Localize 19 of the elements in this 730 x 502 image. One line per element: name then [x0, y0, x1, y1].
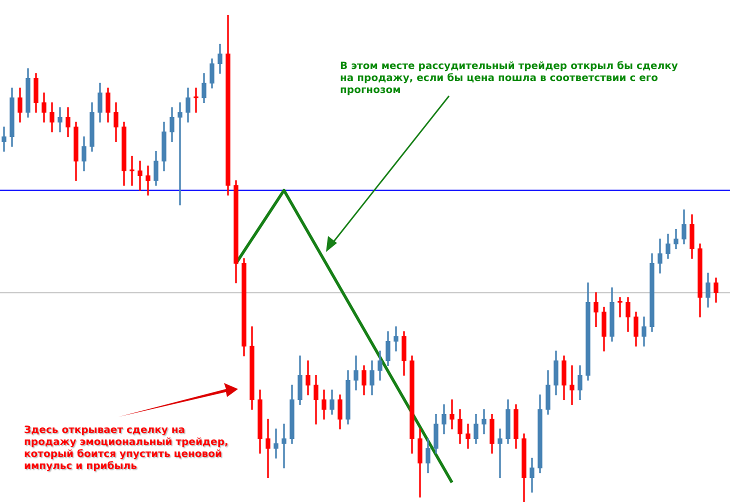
candlestick — [618, 297, 622, 318]
candlestick — [498, 428, 502, 478]
candlestick — [178, 102, 182, 206]
annotation: В этом месте рассудительный трейдер открыл бы сделку на продажу, если бы цена пошла в соответствии с его прогнозом — [340, 61, 679, 97]
candlestick — [2, 126, 6, 152]
candlestick — [274, 428, 278, 458]
candlestick — [58, 107, 62, 132]
candlestick — [570, 365, 574, 405]
candlestick — [138, 160, 142, 191]
annotation: Здесь открывает сделку на продажу эмоциональный трейдер, который боится упустить ценовой импульс и прибыль — [24, 425, 230, 473]
candlestick — [194, 88, 198, 113]
candlestick — [266, 418, 270, 478]
candlestick — [482, 409, 486, 434]
candlestick — [282, 424, 286, 468]
candlestick — [130, 156, 134, 186]
candlestick — [394, 326, 398, 352]
candlestick — [466, 424, 470, 449]
candlestick — [146, 166, 150, 196]
candlestick — [450, 399, 454, 430]
